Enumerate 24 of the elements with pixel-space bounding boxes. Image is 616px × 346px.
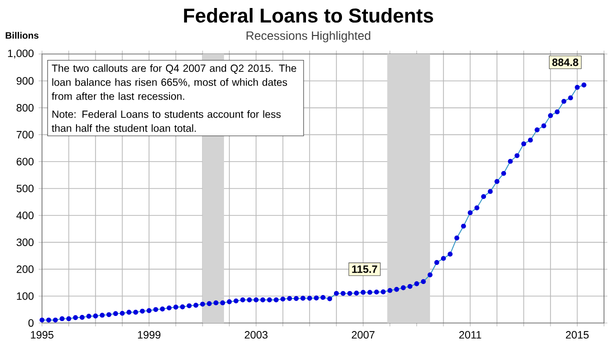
y-tick-label: 300 [16, 238, 34, 246]
annotation: 115.7 [352, 265, 378, 273]
x-tick-label: 2007 [352, 331, 374, 339]
annotation: The two callouts are for Q4 2007 and Q2 2015. The loan balance has risen 665%, most of which dates from after the last recession. [52, 64, 296, 100]
y-tick-label: 0 [28, 319, 34, 327]
y-tick-label: 100 [16, 292, 34, 300]
y-tick-label: 200 [16, 265, 34, 273]
y-tick-label: 600 [16, 158, 34, 166]
x-tick-label: 2015 [566, 331, 589, 339]
y-tick-label: 800 [16, 104, 34, 112]
y-tick-label: 700 [16, 130, 34, 138]
x-tick-label: 1999 [138, 331, 160, 339]
y-tick-label: 500 [16, 184, 34, 192]
y-tick-label: 1,000 [8, 50, 34, 58]
x-tick-label: 1995 [30, 331, 54, 339]
y-tick-label: 400 [16, 212, 34, 220]
annotation: 884.8 [552, 58, 578, 66]
y-tick-label: 900 [16, 77, 34, 85]
y-axis-title: Billions [6, 32, 38, 39]
x-tick-label: 2011 [459, 331, 482, 339]
x-tick-label: 2003 [244, 331, 268, 339]
chart-subtitle: Recessions Highlighted [246, 31, 370, 42]
annotation: Note: Federal Loans to students account for less than half the student loan total. [52, 110, 281, 132]
chart-title: Federal Loans to Students [184, 8, 434, 23]
